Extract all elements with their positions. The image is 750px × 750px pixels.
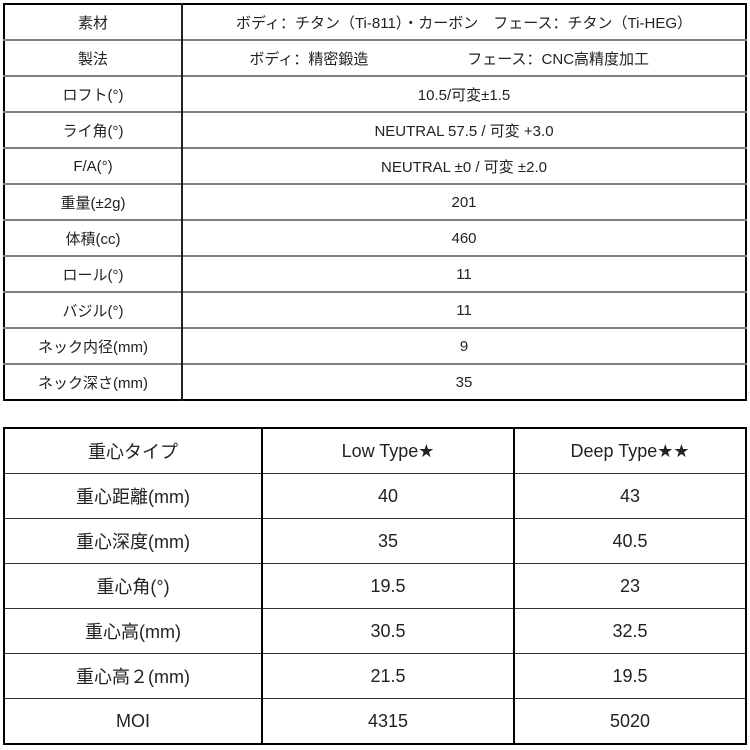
cg-value-deep: 43	[513, 473, 746, 519]
spec-table: 素材 ボディ：チタン（Ti-811）・カーボン フェース：チタン（Ti-HEG）…	[3, 3, 747, 401]
spec-row-weight: 重量(±2g) 201	[4, 183, 746, 220]
cg-label: 重心高２(mm)	[4, 653, 262, 699]
cg-value-deep: 23	[513, 563, 746, 609]
cg-value-low: 19.5	[261, 563, 514, 609]
spec-value: 460	[181, 219, 746, 256]
cg-value-low: 4315	[261, 698, 514, 744]
cg-value-deep: 5020	[513, 698, 746, 744]
spec-row-face-angle: F/A(°) NEUTRAL ±0 / 可変 ±2.0	[4, 147, 746, 184]
cg-header-row: 重心タイプ Low Type★ Deep Type★★	[4, 428, 746, 474]
cg-value-low: 35	[261, 518, 514, 564]
spec-row-material: 素材 ボディ：チタン（Ti-811）・カーボン フェース：チタン（Ti-HEG）	[4, 4, 746, 40]
spec-row-volume: 体積(cc) 460	[4, 219, 746, 256]
spec-label: 体積(cc)	[4, 219, 182, 256]
spec-label: F/A(°)	[4, 147, 182, 184]
spec-value: 201	[181, 183, 746, 220]
spec-label: バジル(°)	[4, 291, 182, 328]
spec-label: 素材	[77, 14, 108, 32]
cg-label: MOI	[4, 698, 262, 744]
cg-row-distance: 重心距離(mm) 40 43	[4, 473, 746, 519]
cg-row-height: 重心高(mm) 30.5 32.5	[4, 608, 746, 654]
spec-row-lie-angle: ライ角(°) NEUTRAL 57.5 / 可変 +3.0	[4, 111, 746, 148]
spec-row-loft: ロフト(°) 10.5/可変±1.5	[4, 75, 746, 112]
spec-value: 35	[181, 363, 746, 400]
spec-value: ボディ：チタン（Ti-811）・カーボン フェース：チタン（Ti-HEG）	[181, 4, 746, 40]
spec-label: ロール(°)	[4, 255, 182, 292]
cg-value-low: 40	[261, 473, 514, 519]
cg-label: 重心角(°)	[4, 563, 262, 609]
spec-row-bulge: バジル(°) 11	[4, 291, 746, 328]
cg-header-deep-type: Deep Type★★	[513, 428, 746, 474]
cg-value-deep: 19.5	[513, 653, 746, 699]
cg-label: 重心距離(mm)	[4, 473, 262, 519]
cg-value-deep: 40.5	[513, 518, 746, 564]
cg-row-depth: 重心深度(mm) 35 40.5	[4, 518, 746, 564]
cg-header-type: 重心タイプ	[88, 442, 178, 462]
spec-label: ネック深さ(mm)	[4, 363, 182, 400]
spec-value: 10.5/可変±1.5	[181, 75, 746, 112]
spec-label: ロフト(°)	[4, 75, 182, 112]
spec-value-body: ボディ：精密鍛造	[249, 50, 369, 68]
cg-value-low: 30.5	[261, 608, 514, 654]
spec-value: 9	[181, 327, 746, 364]
spec-label: 製法	[4, 39, 182, 76]
spec-value: 11	[181, 291, 746, 328]
cg-label: 重心高(mm)	[4, 608, 262, 654]
spec-value-face: フェース：CNC高精度加工	[467, 50, 650, 68]
cg-label: 重心深度(mm)	[4, 518, 262, 564]
spec-label: ネック内径(mm)	[4, 327, 182, 364]
spec-row-process: 製法 ボディ：精密鍛造 フェース：CNC高精度加工	[4, 39, 746, 76]
spec-value: NEUTRAL ±0 / 可変 ±2.0	[181, 147, 746, 184]
spec-row-neck-depth: ネック深さ(mm) 35	[4, 363, 746, 400]
cg-row-angle: 重心角(°) 19.5 23	[4, 563, 746, 609]
cg-table: 重心タイプ Low Type★ Deep Type★★ 重心距離(mm) 40 …	[3, 427, 747, 745]
spec-value-split: ボディ：精密鍛造 フェース：CNC高精度加工	[187, 48, 741, 69]
cg-row-moi: MOI 4315 5020	[4, 698, 746, 744]
cg-header-low-type: Low Type★	[261, 428, 514, 474]
spec-value: 11	[181, 255, 746, 292]
cg-row-height2: 重心高２(mm) 21.5 19.5	[4, 653, 746, 699]
spec-row-roll: ロール(°) 11	[4, 255, 746, 292]
spec-label: ライ角(°)	[4, 111, 182, 148]
cg-value-deep: 32.5	[513, 608, 746, 654]
spec-value: ボディ：精密鍛造 フェース：CNC高精度加工	[181, 39, 746, 76]
cg-value-low: 21.5	[261, 653, 514, 699]
spec-label: 重量(±2g)	[4, 183, 182, 220]
spec-row-neck-bore: ネック内径(mm) 9	[4, 327, 746, 364]
spec-value: NEUTRAL 57.5 / 可変 +3.0	[181, 111, 746, 148]
